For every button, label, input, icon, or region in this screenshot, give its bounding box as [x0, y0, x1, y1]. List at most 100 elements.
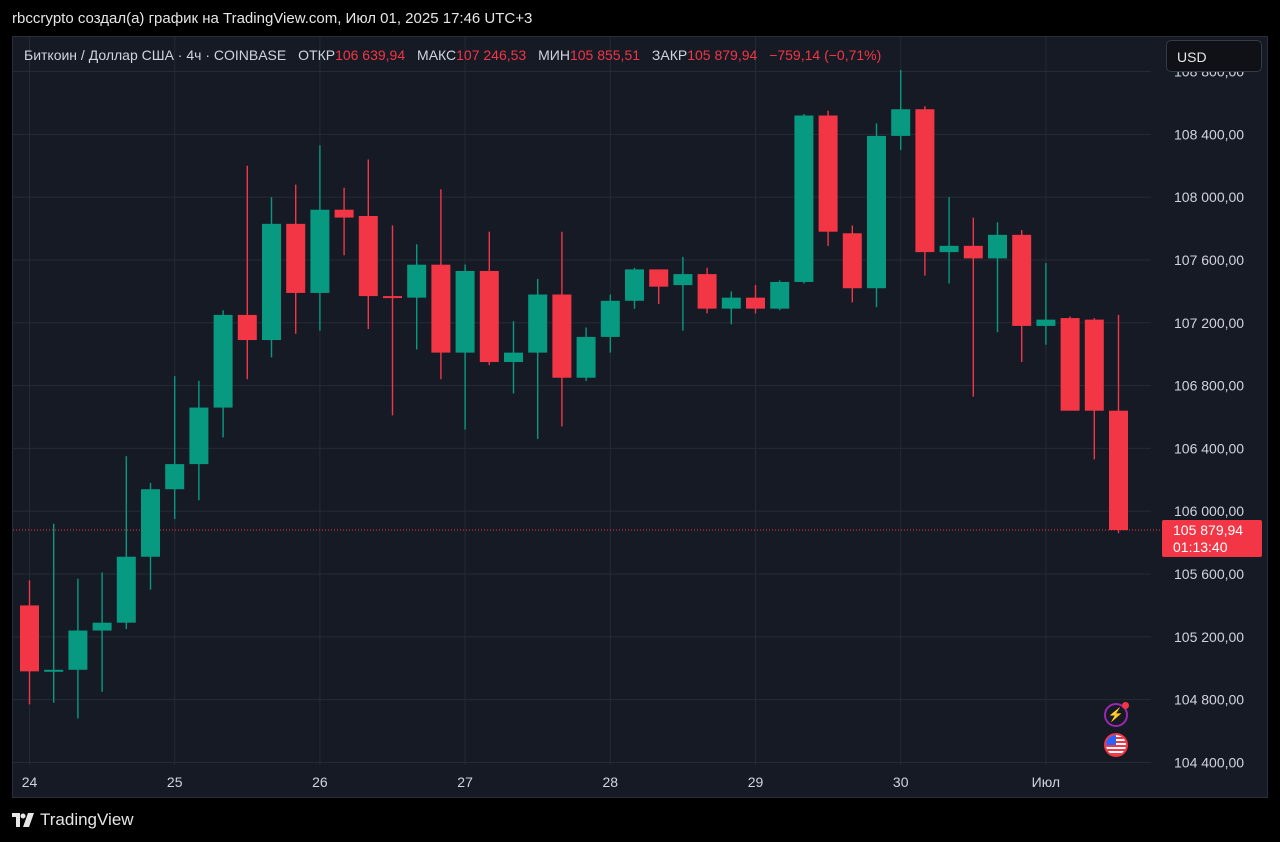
- candle-body: [165, 464, 185, 490]
- candle[interactable]: [1012, 230, 1032, 363]
- candle[interactable]: [963, 217, 983, 397]
- candle-body: [1109, 410, 1128, 531]
- currency-button[interactable]: USD: [1166, 40, 1262, 72]
- candle[interactable]: [383, 225, 402, 416]
- tradingview-logo[interactable]: TradingView: [12, 810, 134, 830]
- candle[interactable]: [528, 278, 548, 439]
- notification-dot: [1122, 702, 1129, 709]
- candle[interactable]: [479, 231, 499, 366]
- candle-body: [649, 269, 669, 287]
- candle[interactable]: [310, 145, 330, 331]
- candle-body: [600, 300, 620, 337]
- candle[interactable]: [1109, 314, 1128, 534]
- last-price-tag: 105 879,94 01:13:40: [1162, 520, 1262, 557]
- candle-body: [455, 270, 475, 353]
- candle[interactable]: [1060, 316, 1080, 411]
- candle[interactable]: [746, 285, 765, 314]
- x-tick-label: 28: [603, 774, 619, 790]
- candle[interactable]: [552, 231, 572, 427]
- y-tick-label: 106 400,00: [1174, 440, 1244, 456]
- candle[interactable]: [842, 225, 862, 303]
- ohlc-legend: Биткоин / Доллар США · 4ч · COINBASE ОТК…: [24, 47, 881, 63]
- grid-layer: [13, 37, 1162, 765]
- x-tick-label: 24: [22, 774, 38, 790]
- y-tick-label: 108 000,00: [1174, 189, 1244, 205]
- candle[interactable]: [625, 267, 644, 309]
- candle-body: [818, 115, 838, 232]
- candle[interactable]: [600, 294, 620, 353]
- candle[interactable]: [915, 106, 935, 276]
- candle-body: [286, 223, 306, 293]
- candle[interactable]: [673, 256, 693, 331]
- candle[interactable]: [576, 327, 596, 381]
- candle[interactable]: [455, 264, 475, 430]
- candle[interactable]: [431, 189, 451, 380]
- candle-body: [697, 274, 717, 309]
- candle[interactable]: [794, 113, 814, 284]
- us-flag-icon[interactable]: [1104, 733, 1128, 757]
- candle-body: [116, 556, 136, 623]
- candle[interactable]: [92, 572, 112, 692]
- candle[interactable]: [189, 380, 209, 501]
- candle[interactable]: [1036, 263, 1056, 345]
- candle-layer: [20, 69, 1128, 719]
- chart-caption: rbccrypto создал(а) график на TradingVie…: [12, 10, 533, 27]
- candle-body: [770, 281, 790, 309]
- x-tick-label: 26: [312, 774, 328, 790]
- candle[interactable]: [44, 523, 64, 703]
- candle[interactable]: [262, 197, 281, 358]
- candle[interactable]: [213, 310, 233, 438]
- candle[interactable]: [649, 269, 669, 304]
- candle[interactable]: [939, 197, 959, 284]
- candle-body: [1084, 319, 1104, 411]
- candle[interactable]: [721, 291, 741, 325]
- candle[interactable]: [867, 123, 886, 308]
- x-tick-label: 27: [457, 774, 473, 790]
- candle-body: [92, 622, 112, 631]
- candle[interactable]: [141, 482, 160, 590]
- candle-body: [842, 233, 862, 289]
- open-label: ОТКР: [298, 47, 336, 63]
- candle[interactable]: [891, 69, 911, 151]
- candle-body: [988, 234, 1007, 259]
- candle[interactable]: [988, 222, 1007, 333]
- candle[interactable]: [358, 159, 378, 330]
- candle[interactable]: [20, 580, 39, 705]
- candle[interactable]: [334, 187, 354, 256]
- candle[interactable]: [818, 110, 838, 246]
- candle[interactable]: [697, 267, 717, 314]
- candle-body: [746, 297, 765, 309]
- candle-body: [1012, 234, 1032, 326]
- y-tick-label: 105 200,00: [1174, 629, 1244, 645]
- high-value: 107 246,53: [456, 47, 527, 63]
- candle[interactable]: [407, 244, 427, 350]
- candle[interactable]: [68, 578, 88, 719]
- candle-body: [867, 135, 886, 289]
- bar-countdown: 01:13:40: [1173, 539, 1228, 555]
- candle-body: [237, 314, 257, 341]
- candle[interactable]: [770, 280, 790, 311]
- candle-body: [262, 223, 281, 341]
- candle-body: [576, 336, 596, 378]
- candle[interactable]: [1084, 318, 1104, 460]
- candle-body: [141, 489, 160, 557]
- y-tick-label: 107 200,00: [1174, 315, 1244, 331]
- x-tick-label: Июл: [1032, 774, 1060, 790]
- candle[interactable]: [286, 184, 306, 334]
- close-value: 105 879,94: [687, 47, 758, 63]
- last-price-value: 105 879,94: [1173, 522, 1244, 538]
- candle-body: [794, 115, 814, 282]
- candle-body: [189, 407, 209, 465]
- candle-body: [213, 314, 233, 408]
- candle[interactable]: [116, 456, 136, 629]
- y-tick-label: 106 800,00: [1174, 378, 1244, 394]
- candle[interactable]: [504, 321, 523, 394]
- x-tick-label: 25: [167, 774, 183, 790]
- bolt-icon[interactable]: ⚡: [1104, 702, 1129, 727]
- symbol-label[interactable]: Биткоин / Доллар США · 4ч · COINBASE: [24, 47, 287, 63]
- candle[interactable]: [237, 165, 257, 380]
- candle[interactable]: [165, 376, 185, 520]
- candle-body: [963, 245, 983, 259]
